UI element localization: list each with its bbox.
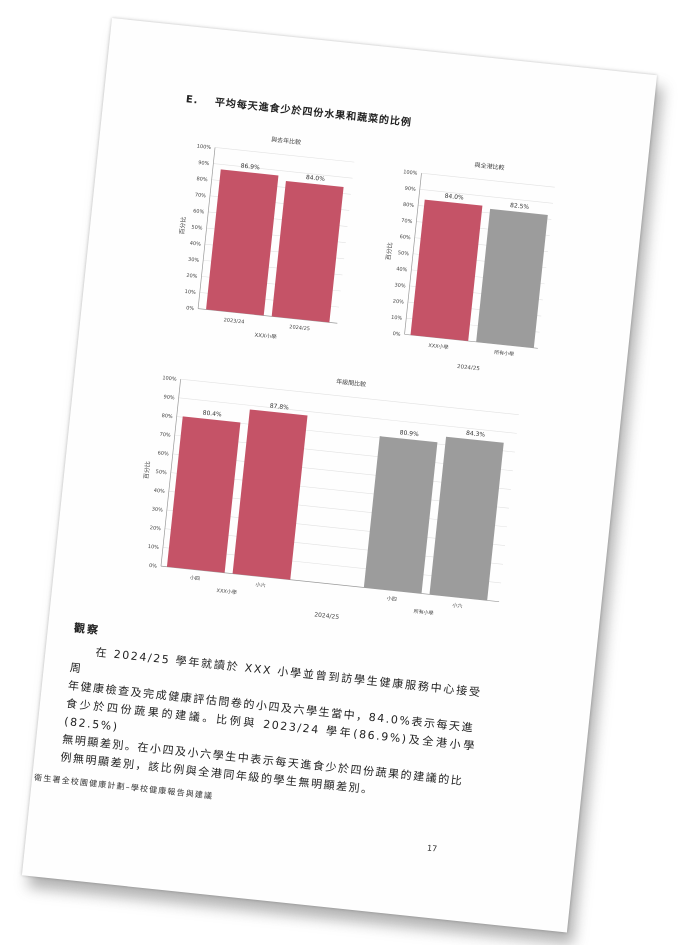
x-tick-label: 小四 xyxy=(190,574,201,582)
bar xyxy=(410,199,483,342)
bar xyxy=(271,180,344,323)
y-tick-label: 20% xyxy=(149,525,161,532)
y-tick-label: 10% xyxy=(391,315,403,322)
bar-value-label: 84.0% xyxy=(305,174,325,183)
y-tick-label: 20% xyxy=(186,273,198,280)
y-tick-label: 30% xyxy=(394,282,406,289)
x-axis-label: XXX小學 xyxy=(254,331,278,341)
gridline xyxy=(214,147,355,163)
gridline xyxy=(180,378,519,415)
group-label: 所有小學 xyxy=(413,608,434,617)
y-tick-label: 50% xyxy=(398,250,410,257)
y-tick-label: 50% xyxy=(155,469,167,476)
chart-title: 與去年比較 xyxy=(271,135,302,146)
bar-value-label: 80.4% xyxy=(202,410,222,419)
gridline xyxy=(419,189,554,204)
gridline xyxy=(421,172,555,188)
gridline xyxy=(178,397,517,434)
x-tick-label: 2024/25 xyxy=(289,324,310,332)
y-tick-label: 30% xyxy=(188,257,200,264)
bar-value-label: 82.5% xyxy=(510,202,530,211)
y-tick-label: 90% xyxy=(404,186,416,193)
y-tick-label: 50% xyxy=(191,224,203,231)
y-tick-label: 60% xyxy=(157,450,169,457)
y-tick-label: 40% xyxy=(153,488,165,495)
y-tick-label: 80% xyxy=(161,413,173,420)
y-axis xyxy=(404,173,422,335)
y-tick-label: 10% xyxy=(184,289,196,296)
x-tick-label: 所有小學 xyxy=(494,349,515,358)
bar xyxy=(476,208,548,348)
bar-value-label: 84.3% xyxy=(466,430,486,439)
chart-vs-last-year: 與去年比較 0% 10% 20% 30% 40% 50% 60% 70% 80% 90% 100% 百分… xyxy=(178,135,355,341)
bar xyxy=(429,436,504,601)
y-tick-label: 70% xyxy=(401,218,413,225)
y-tick-label: 0% xyxy=(149,563,158,570)
bar-value-label: 84.0% xyxy=(444,193,464,202)
y-tick-label: 80% xyxy=(196,176,208,183)
chart-title: 與全港比較 xyxy=(474,161,505,172)
gridline xyxy=(213,163,353,179)
y-axis-label: 百分比 xyxy=(142,461,152,480)
y-tick-label: 80% xyxy=(403,202,415,209)
y-tick-label: 40% xyxy=(189,241,201,248)
y-axis-label: 百分比 xyxy=(178,216,188,235)
report-page: E. 平均每天進食少於四份水果和蔬菜的比例 與去年比較 0% 10% 20% 30% 40… xyxy=(21,18,657,933)
bar xyxy=(166,416,241,573)
x-tick-label: 2023/24 xyxy=(223,317,244,325)
y-tick-label: 90% xyxy=(163,394,175,401)
x-tick-label: 小六 xyxy=(255,581,266,589)
y-axis xyxy=(160,379,181,567)
x-tick-label: XXX小學 xyxy=(428,342,449,351)
bar xyxy=(363,436,438,594)
bar-value-label: 80.9% xyxy=(399,429,419,438)
x-tick-label: 小六 xyxy=(452,602,463,610)
chart-vs-hk: 與全港比較 0% 10% 20% 30% 40% 50% 60% 70% 80% 90% 100% 百分… xyxy=(384,161,555,372)
bar xyxy=(206,169,279,316)
group-label: XXX小學 xyxy=(216,587,237,596)
y-tick-label: 100% xyxy=(196,144,211,151)
y-tick-label: 0% xyxy=(392,331,401,338)
section-letter: E. xyxy=(185,94,200,107)
bar xyxy=(232,409,308,580)
bar-value-label: 86.9% xyxy=(240,163,260,172)
bar-value-label: 87.8% xyxy=(269,403,289,412)
y-tick-label: 60% xyxy=(193,208,205,215)
y-tick-label: 90% xyxy=(198,160,210,167)
y-tick-label: 70% xyxy=(194,192,206,199)
x-tick-label: 小四 xyxy=(386,595,397,603)
chart-by-grade: 年級間比較 0% 10% 20% 30% 40% 50% 60% 70% 80% 90% 100% 百分… xyxy=(142,375,519,621)
y-tick-label: 100% xyxy=(162,375,177,382)
y-tick-label: 60% xyxy=(399,234,411,241)
observation-title: 觀察 xyxy=(73,621,101,638)
y-tick-label: 30% xyxy=(151,506,163,513)
photographed-report-page: E. 平均每天進食少於四份水果和蔬菜的比例 與去年比較 0% 10% 20% 30% 40… xyxy=(27,30,663,945)
chart-title: 年級間比較 xyxy=(336,377,367,388)
y-tick-label: 0% xyxy=(186,305,195,312)
y-tick-label: 10% xyxy=(147,544,159,551)
y-tick-label: 100% xyxy=(403,169,418,176)
y-tick-label: 20% xyxy=(392,299,404,306)
page-number: 17 xyxy=(426,843,438,854)
x-axis-label: 2024/25 xyxy=(314,611,340,621)
y-tick-label: 70% xyxy=(159,432,171,439)
y-axis xyxy=(197,147,216,309)
y-tick-label: 40% xyxy=(396,266,408,273)
x-axis-label: 2024/25 xyxy=(457,364,481,372)
y-axis-label: 百分比 xyxy=(384,242,394,261)
